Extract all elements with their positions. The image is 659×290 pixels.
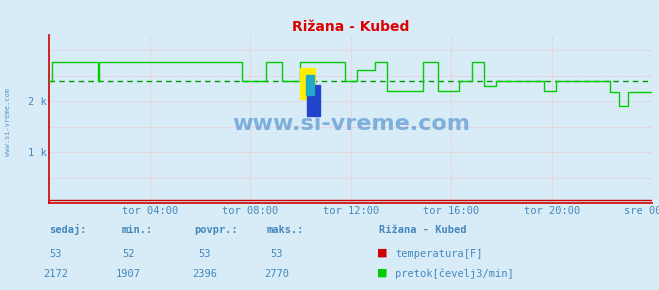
Text: 2770: 2770 bbox=[264, 269, 289, 279]
Text: pretok[čevelj3/min]: pretok[čevelj3/min] bbox=[395, 269, 514, 279]
Text: 52: 52 bbox=[123, 249, 134, 259]
Text: min.:: min.: bbox=[122, 225, 153, 235]
FancyBboxPatch shape bbox=[306, 75, 314, 95]
FancyBboxPatch shape bbox=[307, 85, 320, 115]
Text: 2396: 2396 bbox=[192, 269, 217, 279]
Text: www.si-vreme.com: www.si-vreme.com bbox=[5, 88, 11, 156]
Text: povpr.:: povpr.: bbox=[194, 225, 238, 235]
Text: 53: 53 bbox=[271, 249, 283, 259]
Text: 1907: 1907 bbox=[116, 269, 141, 279]
Text: maks.:: maks.: bbox=[267, 225, 304, 235]
FancyBboxPatch shape bbox=[300, 68, 315, 99]
Text: ■: ■ bbox=[377, 267, 387, 278]
Text: Rižana - Kubed: Rižana - Kubed bbox=[379, 225, 467, 235]
Text: temperatura[F]: temperatura[F] bbox=[395, 249, 483, 259]
Text: ■: ■ bbox=[377, 247, 387, 257]
Text: www.si-vreme.com: www.si-vreme.com bbox=[232, 114, 470, 134]
Title: Rižana - Kubed: Rižana - Kubed bbox=[292, 20, 410, 34]
Text: 2172: 2172 bbox=[43, 269, 69, 279]
Text: 53: 53 bbox=[198, 249, 210, 259]
Text: 53: 53 bbox=[50, 249, 62, 259]
Text: sedaj:: sedaj: bbox=[49, 224, 87, 235]
